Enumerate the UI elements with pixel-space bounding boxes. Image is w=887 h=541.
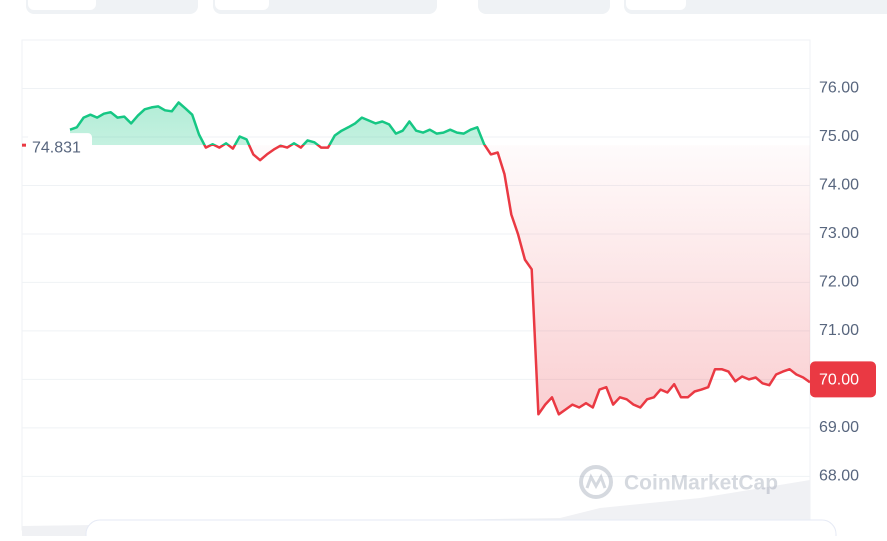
watermark-text: CoinMarketCap [624,472,778,495]
tab[interactable] [213,0,437,14]
last-price-badge [810,361,876,398]
tab-active[interactable] [215,0,269,10]
y-tick-label: 68.00 [819,468,859,485]
y-tick-label: 71.00 [819,322,859,339]
y-tick-label: 75.00 [819,128,859,145]
watermark-logo [585,473,607,490]
price-line [69,101,811,416]
watermark-logo [579,465,613,499]
y-tick-label: 76.00 [819,80,859,97]
area [70,102,810,415]
tab[interactable] [478,0,610,14]
y-tick-label: 74.00 [819,177,859,194]
bottom-card [85,519,837,541]
plot [69,101,811,416]
last-price-label: 70.00 [819,372,859,389]
tab-active[interactable] [626,0,686,10]
tab[interactable] [624,0,887,14]
baseline-label: 74.831 [32,139,81,156]
y-tick-label: 69.00 [819,419,859,436]
y-tick-label: 72.00 [819,274,859,291]
y-tick-label: 73.00 [819,225,859,242]
baseline-label-bg [28,133,92,158]
watermark: CoinMarketCap [579,465,778,499]
tab-active[interactable] [28,0,96,10]
